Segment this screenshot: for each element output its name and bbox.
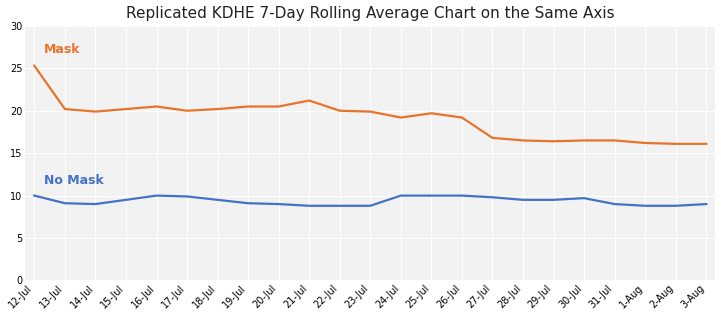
Text: No Mask: No Mask bbox=[43, 174, 103, 187]
Text: Mask: Mask bbox=[43, 43, 80, 56]
Title: Replicated KDHE 7-Day Rolling Average Chart on the Same Axis: Replicated KDHE 7-Day Rolling Average Ch… bbox=[126, 6, 614, 21]
